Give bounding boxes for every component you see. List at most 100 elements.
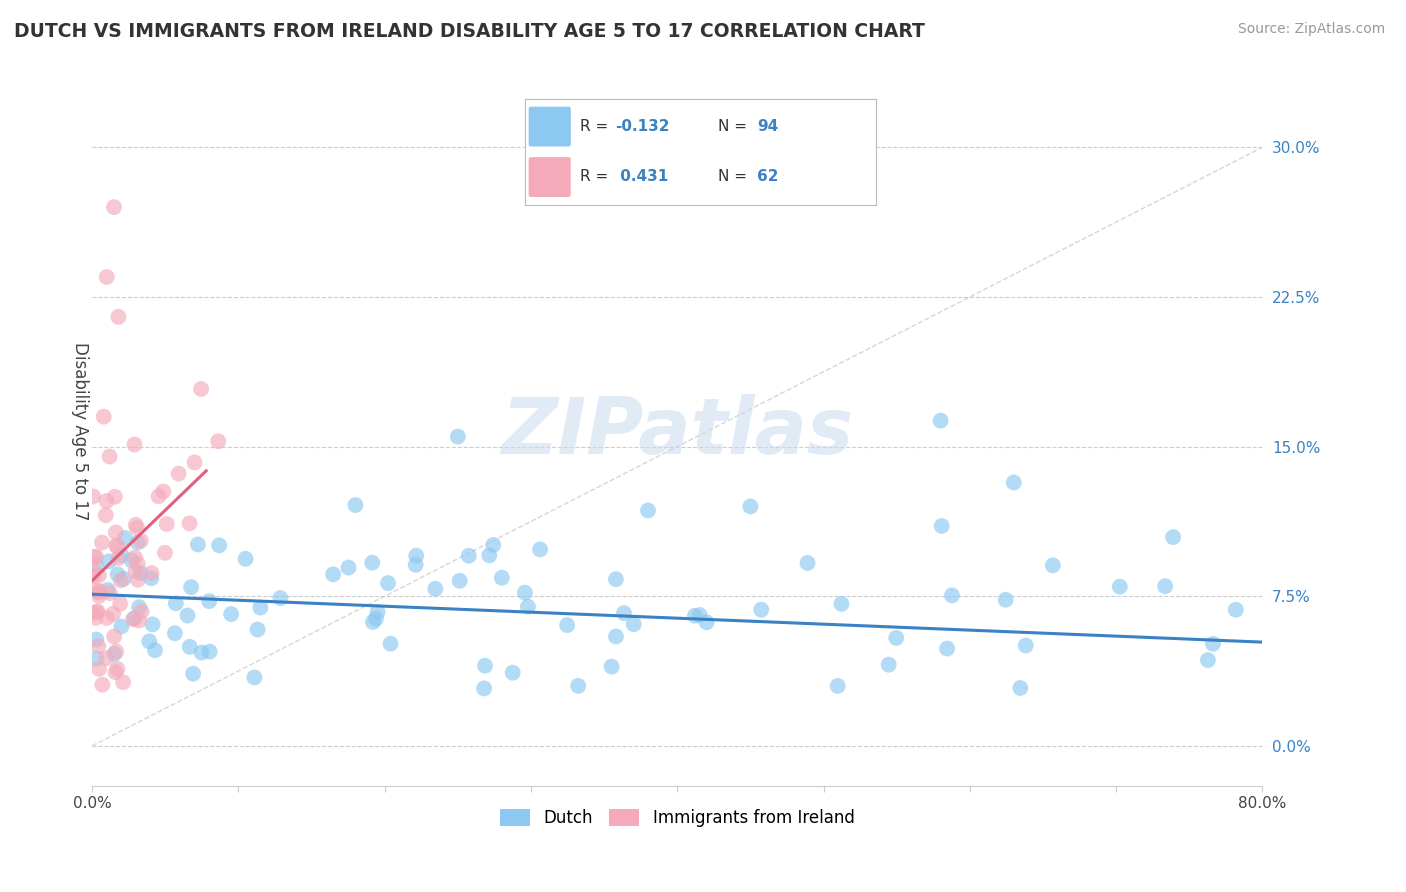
Point	[127, 521, 149, 535]
Point	[84, 583, 107, 598]
Point	[179, 640, 201, 654]
Point	[1202, 637, 1225, 651]
Point	[491, 571, 513, 585]
Point	[187, 537, 209, 551]
Point	[425, 582, 447, 596]
Point	[941, 588, 963, 602]
Point	[472, 681, 495, 696]
Point	[246, 623, 269, 637]
Point	[107, 551, 129, 566]
Point	[156, 516, 179, 531]
Point	[190, 646, 212, 660]
Point	[683, 608, 706, 623]
Point	[96, 651, 118, 665]
Point	[121, 553, 143, 567]
Point	[110, 548, 132, 562]
Point	[269, 591, 291, 606]
Point	[97, 582, 120, 597]
Point	[405, 549, 427, 563]
Point	[243, 670, 266, 684]
Point	[122, 612, 145, 626]
Point	[1161, 530, 1184, 544]
Point	[1154, 579, 1177, 593]
Point	[82, 560, 104, 574]
Point	[84, 558, 107, 572]
Point	[153, 546, 176, 560]
Point	[1108, 580, 1130, 594]
Point	[219, 607, 242, 621]
Point	[93, 409, 115, 424]
Point	[567, 679, 589, 693]
Point	[605, 572, 627, 586]
Point	[148, 489, 170, 503]
Point	[141, 571, 163, 585]
Point	[1010, 681, 1032, 695]
Point	[84, 549, 107, 564]
Point	[449, 574, 471, 588]
Point	[637, 503, 659, 517]
Point	[143, 643, 166, 657]
Point	[181, 666, 204, 681]
Point	[84, 611, 107, 625]
Point	[96, 270, 118, 285]
Point	[1225, 603, 1247, 617]
Point	[128, 600, 150, 615]
Point	[127, 557, 149, 571]
Point	[152, 484, 174, 499]
Point	[749, 603, 772, 617]
Point	[129, 566, 152, 581]
Point	[877, 657, 900, 672]
Point	[516, 599, 538, 614]
Point	[447, 429, 470, 443]
Point	[529, 542, 551, 557]
Point	[165, 596, 187, 610]
Point	[555, 618, 578, 632]
Point	[361, 615, 384, 629]
Point	[605, 629, 627, 643]
Point	[82, 569, 104, 583]
Point	[361, 556, 384, 570]
Point	[600, 659, 623, 673]
Point	[827, 679, 849, 693]
Point	[124, 550, 146, 565]
Point	[830, 597, 852, 611]
Point	[405, 558, 427, 572]
Point	[107, 567, 129, 582]
Point	[1042, 558, 1064, 573]
Point	[163, 626, 186, 640]
Point	[98, 586, 121, 600]
Point	[198, 594, 221, 608]
Point	[176, 608, 198, 623]
Point	[112, 572, 135, 586]
Point	[91, 535, 114, 549]
Point	[94, 508, 117, 523]
Point	[502, 665, 524, 680]
Point	[91, 678, 114, 692]
Point	[110, 619, 132, 633]
Point	[180, 580, 202, 594]
Point	[104, 490, 127, 504]
Point	[124, 611, 146, 625]
Point	[198, 645, 221, 659]
Point	[84, 632, 107, 647]
Point	[86, 605, 108, 619]
Point	[796, 556, 818, 570]
Point	[322, 567, 344, 582]
Point	[127, 535, 149, 549]
Point	[207, 434, 229, 449]
Point	[457, 549, 479, 563]
Point	[96, 494, 118, 508]
Point	[104, 525, 127, 540]
Point	[89, 584, 111, 599]
Point	[86, 651, 108, 665]
Point	[208, 538, 231, 552]
Text: DUTCH VS IMMIGRANTS FROM IRELAND DISABILITY AGE 5 TO 17 CORRELATION CHART: DUTCH VS IMMIGRANTS FROM IRELAND DISABIL…	[14, 22, 925, 41]
Point	[107, 310, 129, 324]
Text: Source: ZipAtlas.com: Source: ZipAtlas.com	[1237, 22, 1385, 37]
Point	[689, 607, 711, 622]
Point	[344, 498, 367, 512]
Text: ZIPatlas: ZIPatlas	[501, 393, 853, 469]
Point	[114, 531, 136, 545]
Point	[128, 614, 150, 628]
Point	[380, 637, 402, 651]
